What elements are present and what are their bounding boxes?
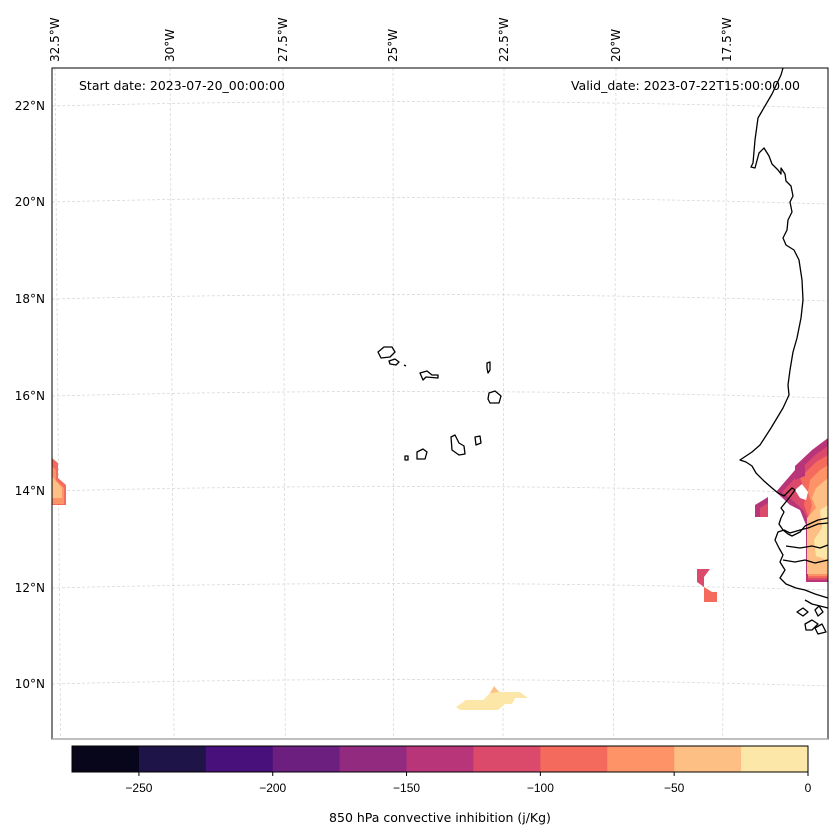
colorbar-swatch <box>540 746 608 772</box>
colorbar-label: 850 hPa convective inhibition (j/Kg) <box>329 810 551 825</box>
longitude-tick-label: 27.5°W <box>276 17 290 62</box>
parallel-gridline <box>51 197 829 205</box>
meridian-gridline <box>502 67 505 740</box>
coastline-west-africa <box>739 67 829 537</box>
meridian-gridline <box>54 67 62 740</box>
colorbar-tick-label: −100 <box>527 781 554 795</box>
cape-verde-island-sal <box>486 361 491 374</box>
colorbar-swatch <box>339 746 408 772</box>
cin-region-offshore-2 <box>697 569 710 587</box>
meridian-gridline <box>282 67 286 740</box>
colorbar-tick-label: −250 <box>125 781 152 795</box>
latitude-tick-label: 20°N <box>15 195 45 209</box>
latitude-tick-label: 18°N <box>15 292 45 306</box>
cape-verde-island-brava <box>404 455 409 461</box>
cape-verde-island-boa-vista <box>487 390 502 404</box>
parallel-gridline <box>51 391 829 399</box>
colorbar-swatch <box>138 746 207 772</box>
map-panel <box>52 68 828 739</box>
coastline-casamance <box>782 559 829 564</box>
colorbar-border <box>71 745 809 773</box>
latitude-tick-label: 12°N <box>15 581 45 595</box>
longitude-labels: 32.5°W 30°W 27.5°W 25°W 22.5°W 20°W 17.5°W <box>48 17 734 62</box>
cape-verde-island-santa-luzia <box>403 364 407 367</box>
meridian-gridline <box>169 67 175 740</box>
colorbar-swatch <box>741 746 809 772</box>
cin-region-south <box>456 688 528 710</box>
coastline-guinea <box>804 599 829 609</box>
longitude-tick-label: 20°W <box>609 29 623 62</box>
cin-region-west-edge-core <box>52 476 62 498</box>
cape-verde-island-maio <box>474 435 482 446</box>
colorbar-tick-label: −50 <box>664 781 685 795</box>
colorbar-swatch <box>607 746 675 772</box>
gridlines <box>51 67 829 740</box>
colorbar-swatch <box>72 746 140 772</box>
bijagos-island-4 <box>814 623 827 635</box>
valid-date-label: Valid_date: 2023-07-22T15:00:00.00 <box>571 78 800 93</box>
latitude-tick-label: 16°N <box>15 389 45 403</box>
colorbar-swatch <box>205 746 274 772</box>
colorbar-ticks: −250 −200 −150 −100 −50 0 <box>125 772 812 795</box>
longitude-tick-label: 22.5°W <box>497 17 511 62</box>
parallel-gridline <box>51 294 829 302</box>
coastline-guinea-bissau <box>774 522 829 599</box>
cin-region-south-peak <box>490 686 499 693</box>
cin-region-senegal-patch-top <box>795 466 805 480</box>
cin-region-senegal-notch <box>795 484 808 500</box>
latitude-labels: 10°N 12°N 14°N 16°N 18°N 20°N 22°N <box>15 99 45 691</box>
colorbar-tick-label: −150 <box>393 781 420 795</box>
latitude-tick-label: 10°N <box>15 677 45 691</box>
meridian-gridline <box>612 67 617 740</box>
colorbar-swatch <box>674 746 742 772</box>
cape-verde-island-sao-vicente <box>388 358 400 366</box>
colorbar <box>71 745 809 773</box>
cin-region-offshore-2-lower <box>704 587 717 602</box>
parallel-gridline <box>51 101 829 109</box>
meridian-gridline <box>392 67 395 740</box>
parallel-gridline <box>51 486 829 494</box>
bijagos-island-1 <box>796 607 809 617</box>
colorbar-swatch <box>473 746 541 772</box>
bijagos-island-2 <box>814 605 824 617</box>
cin-region-offshore-1-inner <box>760 503 768 517</box>
longitude-tick-label: 25°W <box>386 29 400 62</box>
parallel-gridline <box>51 679 829 687</box>
cape-verde-island-sao-nicolau <box>419 370 439 381</box>
cape-verde-island-santiago <box>450 434 466 456</box>
meridian-gridline <box>722 67 728 740</box>
latitude-tick-label: 22°N <box>15 99 45 113</box>
bijagos-island-3 <box>804 619 819 631</box>
longitude-tick-label: 30°W <box>163 29 177 62</box>
longitude-tick-label: 17.5°W <box>720 17 734 62</box>
latitude-tick-label: 14°N <box>15 484 45 498</box>
colorbar-swatch <box>406 746 474 772</box>
coastline-gambia <box>785 544 829 549</box>
colorbar-tick-label: −200 <box>259 781 286 795</box>
colorbar-swatch <box>272 746 341 772</box>
coastline-layer <box>377 67 829 635</box>
cape-verde-island-fogo <box>416 448 428 460</box>
longitude-tick-label: 32.5°W <box>48 17 62 62</box>
colorbar-tick-label: 0 <box>805 781 812 795</box>
start-date-label: Start date: 2023-07-20_00:00:00 <box>79 78 285 93</box>
cape-verde-island-santo-antao <box>377 346 396 359</box>
parallel-gridline <box>51 583 829 591</box>
